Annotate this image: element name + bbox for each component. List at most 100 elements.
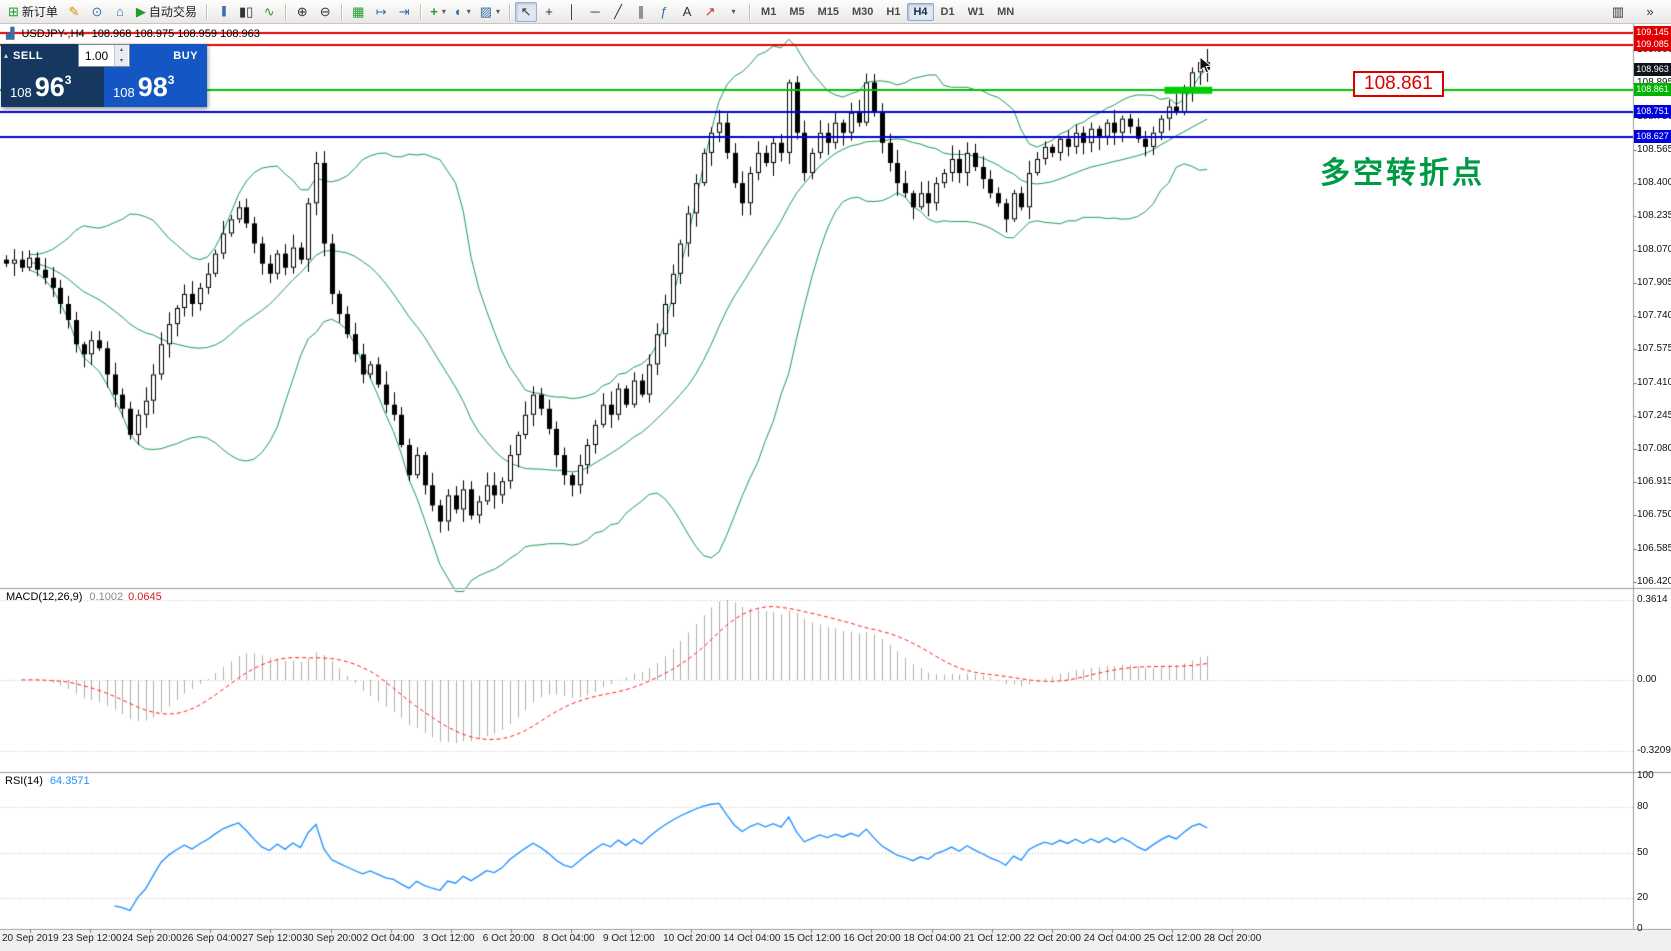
- macd-scale-label: 0.00: [1637, 674, 1657, 685]
- timeframe-h1-button[interactable]: H1: [880, 3, 906, 21]
- fibonacci-tool-button[interactable]: ƒ: [653, 2, 675, 22]
- vertical-line-tool-button[interactable]: │: [561, 2, 583, 22]
- price-tag: 109.085: [1634, 38, 1671, 52]
- zoom-out-button[interactable]: ⊖: [314, 2, 336, 22]
- buy-button[interactable]: BUY: [130, 44, 207, 67]
- buy-price[interactable]: 108 98 3: [104, 67, 207, 107]
- time-axis-label: 3 Oct 12:00: [422, 933, 475, 944]
- rsi-label: RSI(14) 64.3571: [5, 775, 90, 787]
- indicators-icon: +: [430, 4, 438, 19]
- line-chart-button[interactable]: ∿: [258, 2, 280, 22]
- timeframe-m5-button[interactable]: M5: [783, 3, 810, 21]
- new-order-icon: ⊞: [8, 4, 19, 19]
- chart-shift-button[interactable]: ⇥: [393, 2, 415, 22]
- new-order-button[interactable]: ⊞ 新订单: [4, 2, 62, 22]
- crosshair-icon: +: [545, 4, 553, 19]
- bar-chart-button[interactable]: |||: [212, 2, 234, 22]
- buy-price-prefix: 108: [113, 85, 135, 100]
- price-scale-label: 106.750: [1637, 509, 1671, 521]
- price-scale-label: 108.895: [1637, 77, 1671, 88]
- buy-price-main: 98: [137, 71, 168, 102]
- autotrading-button[interactable]: ▶ 自动交易: [132, 2, 201, 22]
- candle-chart-button[interactable]: ▮▯: [235, 2, 257, 22]
- lot-increase-button[interactable]: ▴: [115, 45, 128, 56]
- price-scale-label: 106.915: [1637, 476, 1671, 488]
- trendline-tool-button[interactable]: ╱: [607, 2, 629, 22]
- panel-resize-handle[interactable]: [0, 586, 1671, 591]
- sell-price[interactable]: 108 96 3: [1, 67, 104, 107]
- toolbar-separator: [285, 3, 287, 20]
- shapes-dropdown-button[interactable]: ▾: [722, 2, 744, 22]
- auto-scroll-button[interactable]: ↦: [370, 2, 392, 22]
- new-order-label: 新订单: [21, 5, 58, 19]
- bar-chart-icon: |||: [221, 5, 226, 17]
- channel-tool-button[interactable]: ∥: [630, 2, 652, 22]
- macd-value-main: 0.1002: [89, 591, 124, 603]
- time-axis-label: 18 Oct 04:00: [903, 933, 961, 944]
- navigator-button[interactable]: ⌂: [109, 2, 131, 22]
- crosshair-tool-button[interactable]: +: [538, 2, 560, 22]
- price-callout[interactable]: 108.861: [1353, 71, 1444, 97]
- time-axis-label: 24 Oct 04:00: [1083, 933, 1142, 944]
- metaeditor-icon: ✎: [68, 4, 80, 19]
- timeframe-m30-button[interactable]: M30: [846, 3, 879, 21]
- rsi-scale-label: 80: [1637, 800, 1649, 812]
- chart-shift-icon: ⇥: [398, 4, 410, 19]
- horizontal-line-tool-button[interactable]: ─: [584, 2, 606, 22]
- periods-button[interactable]: ◐ ▾: [451, 2, 475, 22]
- time-axis-label: 10 Oct 20:00: [663, 933, 721, 944]
- timeframe-mn-button[interactable]: MN: [991, 3, 1020, 21]
- collapse-panel-icon[interactable]: ▴: [4, 51, 9, 60]
- timeframe-h4-button[interactable]: H4: [907, 2, 934, 21]
- timeframe-m1-button[interactable]: M1: [755, 3, 782, 21]
- time-axis-label: 14 Oct 04:00: [723, 933, 781, 944]
- macd-name: MACD(12,26,9): [6, 591, 83, 603]
- zoom-out-icon: ⊖: [319, 4, 331, 19]
- panel-resize-handle[interactable]: [0, 770, 1671, 775]
- chart-ohlc-values: 108.968 108.975 108.959 108.963: [91, 27, 260, 40]
- toolbar-overflow-button[interactable]: »: [1639, 2, 1661, 22]
- panel-resize-handle[interactable]: [0, 927, 1671, 932]
- toolbar-separator: [341, 3, 343, 20]
- templates-button[interactable]: ▨ ▾: [476, 2, 504, 22]
- buy-label: BUY: [173, 49, 198, 62]
- metaeditor-button[interactable]: ✎: [63, 2, 85, 22]
- text-tool-button[interactable]: A: [676, 2, 698, 22]
- price-tag: 108.751: [1634, 105, 1671, 119]
- price-scale-label: 108.070: [1637, 243, 1671, 255]
- indicators-button[interactable]: + ▾: [426, 2, 450, 22]
- time-axis-label: 24 Sep 20:00: [122, 933, 182, 944]
- sell-label: SELL: [13, 49, 44, 62]
- price-scale-label: 106.420: [1637, 575, 1671, 587]
- cursor-icon: ↖: [520, 4, 532, 19]
- time-axis-label: 8 Oct 04:00: [542, 933, 595, 944]
- annotation-note[interactable]: 多空转折点: [1320, 157, 1485, 190]
- cursor-tool-button[interactable]: ↖: [515, 1, 538, 22]
- chart-canvas[interactable]: [0, 24, 1671, 951]
- tile-windows-button[interactable]: ▦: [347, 2, 369, 22]
- time-axis-label: 30 Sep 20:00: [302, 933, 363, 944]
- chevron-down-icon: ▾: [496, 7, 501, 16]
- zoom-in-button[interactable]: ⊕: [291, 2, 313, 22]
- lot-size-input[interactable]: [79, 45, 114, 66]
- arrows-tool-button[interactable]: ↗: [699, 2, 721, 22]
- data-window-button[interactable]: ⊙: [86, 2, 108, 22]
- rsi-scale-label: 20: [1637, 892, 1649, 904]
- timeframe-d1-button[interactable]: D1: [935, 3, 961, 21]
- time-axis-label: 6 Oct 20:00: [482, 933, 535, 944]
- sell-button[interactable]: ▴ SELL: [1, 44, 78, 67]
- time-axis-label: 16 Oct 20:00: [843, 933, 901, 944]
- windows-button[interactable]: ▥: [1607, 2, 1629, 22]
- lot-decrease-button[interactable]: ▾: [115, 55, 128, 66]
- time-axis-label: 21 Oct 12:00: [963, 933, 1021, 944]
- main-toolbar: ⊞ 新订单 ✎ ⊙ ⌂ ▶ 自动交易 ||| ▮▯ ∿ ⊕ ⊖ ▦ ↦ ⇥ + ▾…: [0, 0, 1671, 24]
- price-tag: 109.145: [1634, 26, 1671, 40]
- time-axis-label: 15 Oct 12:00: [783, 933, 841, 944]
- timeframe-m15-button[interactable]: M15: [812, 3, 845, 21]
- auto-scroll-icon: ↦: [375, 4, 387, 19]
- sell-price-pip: 3: [64, 73, 72, 87]
- chevron-down-icon: ▾: [441, 7, 446, 16]
- timeframe-w1-button[interactable]: W1: [962, 3, 991, 21]
- price-tag: 108.627: [1634, 130, 1671, 144]
